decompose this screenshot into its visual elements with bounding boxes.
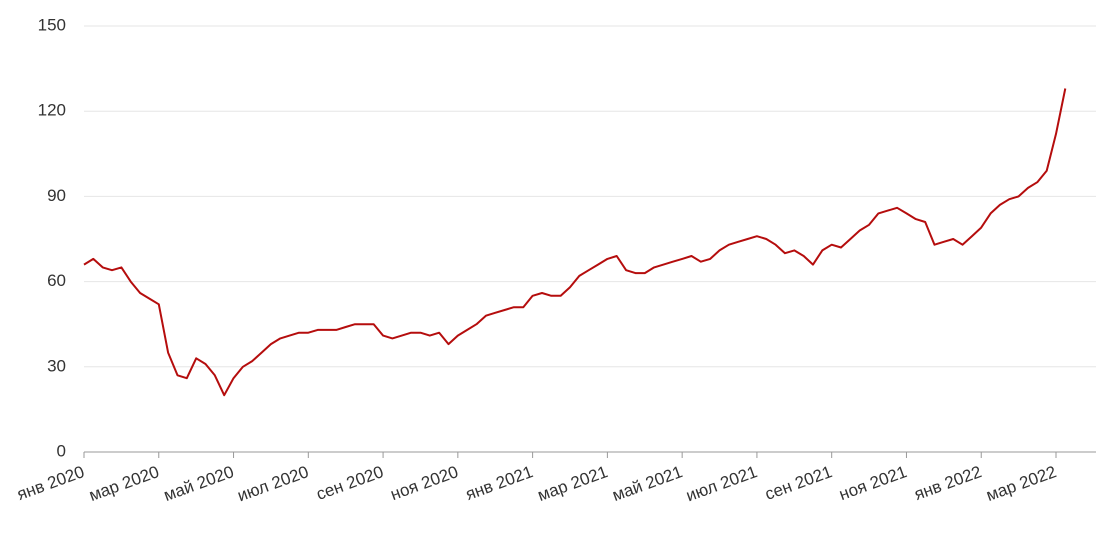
- y-tick-label: 60: [47, 271, 66, 290]
- x-tick-label: мар 2020: [86, 462, 161, 505]
- price-line: [83, 88, 1067, 397]
- x-tick-label: июл 2020: [235, 462, 311, 505]
- x-tick-label: сен 2020: [314, 462, 386, 504]
- y-tick-label: 0: [57, 441, 66, 460]
- y-tick-label: 90: [47, 186, 66, 205]
- x-tick-label: июл 2021: [683, 462, 759, 505]
- x-tick-label: ноя 2020: [388, 462, 461, 504]
- x-tick-label: мар 2021: [535, 462, 610, 505]
- y-tick-label: 150: [38, 15, 66, 34]
- y-tick-label: 30: [47, 356, 66, 375]
- x-tick-label: янв 2020: [14, 462, 86, 504]
- y-tick-label: 120: [38, 101, 66, 120]
- x-tick-label: май 2021: [610, 462, 685, 505]
- x-tick-label: янв 2021: [463, 462, 535, 504]
- x-tick-label: сен 2021: [762, 462, 834, 504]
- x-tick-label: май 2020: [161, 462, 236, 505]
- x-tick-label: ноя 2021: [837, 462, 910, 504]
- x-tick-label: мар 2022: [984, 462, 1059, 505]
- x-tick-label: янв 2022: [912, 462, 984, 504]
